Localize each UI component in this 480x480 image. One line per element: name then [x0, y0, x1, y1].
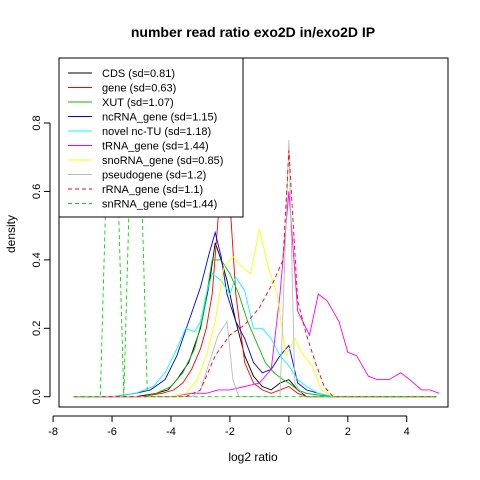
x-tick-label: 2	[345, 426, 351, 438]
legend-label-1: gene (sd=0.63)	[102, 83, 176, 95]
y-tick-label: 0.8	[31, 115, 43, 130]
legend-label-9: snRNA_gene (sd=1.44)	[102, 199, 217, 211]
legend: CDS (sd=0.81) gene (sd=0.63) XUT (sd=1.07)…	[58, 57, 244, 218]
x-axis-label: log2 ratio	[228, 450, 278, 464]
x-tick-label: 4	[404, 426, 410, 438]
x-tick-label: -2	[225, 426, 235, 438]
plot-frame	[58, 57, 449, 408]
x-tick-label: -8	[48, 426, 58, 438]
legend-label-6: snoRNA_gene (sd=0.85)	[102, 155, 223, 167]
chart-title: number read ratio exo2D in/exo2D IP	[131, 24, 375, 40]
y-tick-label: 0.2	[31, 321, 43, 336]
legend-label-0: CDS (sd=0.81)	[102, 68, 175, 80]
legend-box	[58, 57, 244, 218]
y-tick-label: 0.6	[31, 184, 43, 199]
legend-label-5: tRNA_gene (sd=1.44)	[102, 141, 209, 153]
series-line-5	[73, 191, 440, 398]
series-line-0	[73, 242, 437, 398]
legend-label-4: novel nc-TU (sd=1.18)	[102, 126, 211, 138]
y-axis-label: density	[4, 215, 18, 253]
y-tick-label: 0.0	[31, 389, 43, 404]
x-tick-label: 0	[286, 426, 292, 438]
series-line-4	[73, 272, 437, 398]
legend-label-3: ncRNA_gene (sd=1.15)	[102, 112, 217, 124]
x-tick-label: -6	[107, 426, 117, 438]
legend-label-2: XUT (sd=1.07)	[102, 97, 174, 109]
axes: -8 -6 -4 -2 0 2 4 0.0 0.2 0.4 0.6 0.8	[31, 57, 449, 438]
y-tick-label: 0.4	[31, 252, 43, 267]
x-tick-label: -4	[166, 426, 176, 438]
legend-label-7: pseudogene (sd=1.2)	[102, 170, 206, 182]
legend-label-8: rRNA_gene (sd=1.1)	[102, 184, 203, 196]
